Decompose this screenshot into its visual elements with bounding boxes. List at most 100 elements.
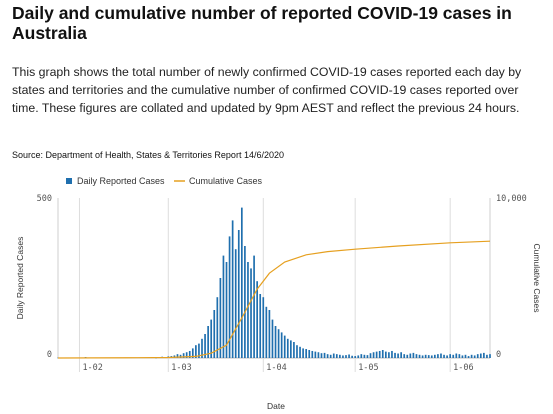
daily-bar (415, 354, 418, 358)
daily-bar (283, 335, 286, 358)
daily-bar (179, 354, 182, 358)
y-right-tick-label: 0 (496, 350, 501, 360)
chart-description: This graph shows the total number of new… (12, 65, 522, 115)
daily-bar (403, 354, 406, 358)
daily-bar (449, 354, 452, 358)
daily-bar (378, 350, 381, 358)
daily-bar (228, 236, 231, 358)
x-tick-label: 1-06 (453, 363, 473, 373)
daily-bar (311, 350, 314, 358)
daily-bar (265, 306, 268, 358)
daily-bar (210, 319, 213, 358)
daily-bar (201, 338, 203, 358)
x-axis-title: Date (267, 401, 285, 411)
daily-bar (372, 352, 375, 358)
daily-bar (394, 352, 396, 358)
daily-bar (434, 354, 436, 358)
daily-bar (182, 353, 185, 358)
daily-bar (409, 353, 412, 358)
daily-bar (262, 297, 265, 358)
daily-bar (342, 355, 344, 358)
daily-bar (237, 230, 240, 358)
daily-bar (277, 329, 280, 358)
daily-bar (299, 346, 301, 358)
x-tick-label: 1-04 (266, 363, 286, 373)
daily-bar (305, 349, 308, 358)
legend-label-daily: Daily Reported Cases (77, 176, 165, 186)
daily-bar (268, 310, 271, 358)
daily-bar (314, 351, 317, 358)
daily-bar (274, 326, 277, 358)
daily-bar (397, 353, 399, 358)
daily-bar (360, 354, 363, 358)
daily-bar (458, 354, 461, 358)
daily-bar (290, 340, 292, 358)
daily-bar (348, 354, 350, 358)
daily-bar (185, 352, 188, 358)
daily-bar (213, 310, 216, 358)
daily-bar (219, 278, 222, 358)
daily-bar (271, 319, 274, 358)
daily-bar (427, 355, 430, 358)
daily-bar (366, 355, 369, 358)
daily-bar (176, 354, 179, 358)
legend-label-cumulative: Cumulative Cases (189, 176, 263, 186)
daily-bar (467, 356, 470, 358)
x-tick-label: 1-02 (82, 363, 102, 373)
daily-bar (188, 350, 191, 358)
daily-bar (286, 338, 289, 358)
daily-bar (446, 355, 448, 358)
y-left-tick-label: 0 (47, 350, 52, 360)
daily-bar (329, 354, 332, 358)
daily-bar (381, 350, 384, 358)
daily-bar (476, 354, 479, 358)
daily-bar (354, 356, 357, 358)
daily-bar (406, 354, 409, 358)
daily-bar (424, 354, 427, 358)
daily-bar (400, 352, 402, 358)
cumulative-line (57, 240, 491, 359)
daily-bar (335, 354, 338, 358)
daily-bar (489, 354, 491, 358)
daily-bar (479, 353, 482, 358)
daily-bar (308, 350, 311, 358)
daily-bar (483, 352, 485, 358)
source-note: Source: Department of Health, States & T… (12, 150, 284, 160)
daily-bar (247, 262, 249, 358)
daily-bar (418, 354, 421, 358)
daily-bar (253, 255, 255, 358)
daily-bar (256, 281, 258, 358)
daily-bar (452, 354, 455, 358)
daily-bar (437, 354, 439, 358)
daily-bar (323, 352, 326, 358)
daily-bar (244, 246, 246, 358)
daily-bar (391, 350, 393, 358)
daily-bar (225, 262, 228, 358)
daily-bar (345, 355, 347, 358)
x-tick-label: 1-03 (171, 363, 191, 373)
daily-bar (216, 297, 219, 358)
daily-bar (473, 355, 476, 358)
daily-bar (195, 345, 197, 358)
daily-bar (388, 352, 390, 358)
daily-bar (461, 355, 464, 358)
x-tick-label: 1-05 (358, 363, 378, 373)
daily-bar (326, 354, 329, 358)
daily-bar (339, 354, 341, 358)
y-right-axis-title: Cumulative Cases (532, 244, 542, 313)
daily-bar (421, 355, 424, 358)
daily-bar (363, 354, 366, 358)
daily-bar (259, 294, 262, 358)
daily-bar (234, 249, 237, 358)
daily-bar (486, 354, 488, 358)
legend-swatch-daily (66, 178, 72, 184)
y-left-tick-label: 500 (37, 194, 52, 204)
daily-bar (240, 207, 243, 358)
daily-bar (317, 352, 320, 358)
daily-bar (250, 268, 252, 358)
daily-bar (191, 348, 194, 358)
daily-bar (320, 353, 323, 358)
daily-bar (351, 355, 353, 358)
